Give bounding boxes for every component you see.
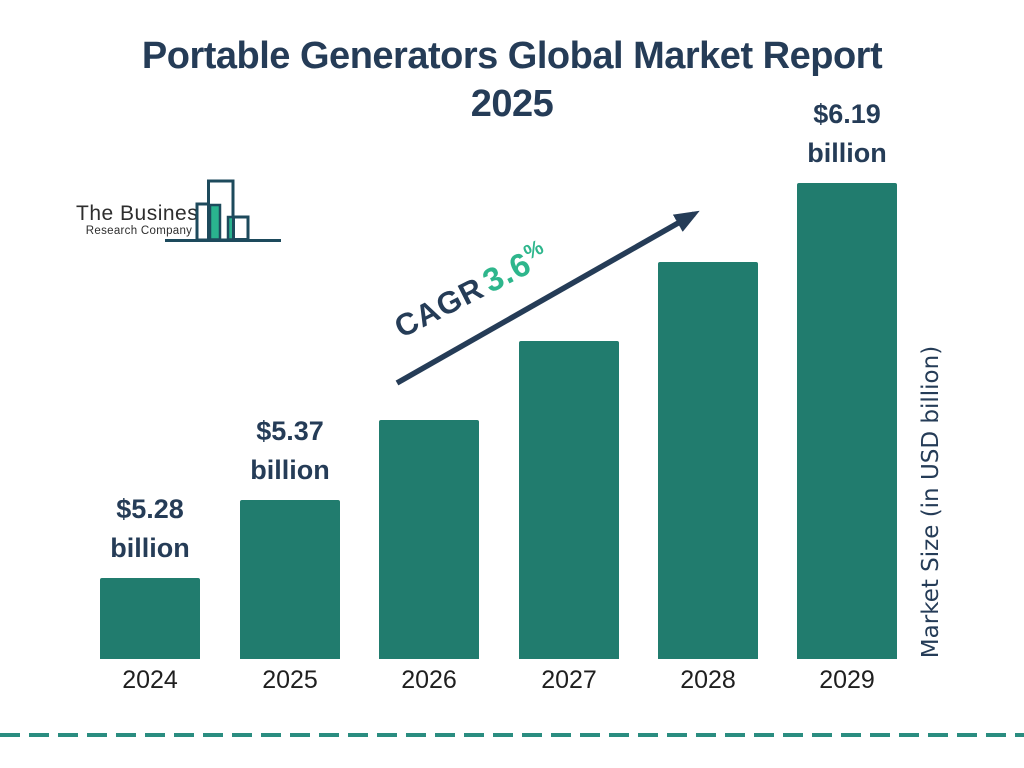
bar-2025 xyxy=(240,500,340,659)
chart-title-line2: 2025 xyxy=(470,83,554,125)
logo-subname-text: Research Company xyxy=(85,225,193,237)
bar-chart-logo-icon xyxy=(165,179,281,242)
value-label-2025: $5.37 billion xyxy=(205,412,375,490)
company-logo: The Business Research Company xyxy=(70,179,285,248)
logo-name-text: The Business xyxy=(76,202,210,225)
x-axis-label-2029: 2029 xyxy=(819,666,875,694)
bar-2027 xyxy=(519,341,619,659)
chart-title: Portable Generators Global Market Report… xyxy=(0,32,1024,128)
y-axis-title: Market Size (in USD billion) xyxy=(918,345,944,659)
x-axis-label-2027: 2027 xyxy=(541,666,597,694)
bar-2026 xyxy=(379,420,479,659)
bar-2024 xyxy=(100,578,200,659)
value-unit: billion xyxy=(110,533,190,563)
value-amount: $5.28 xyxy=(116,494,184,524)
value-amount: $5.37 xyxy=(256,416,324,446)
bar-2029 xyxy=(797,183,897,659)
value-amount: $6.19 xyxy=(813,99,881,129)
bar-2028 xyxy=(658,262,758,659)
x-axis-label-2028: 2028 xyxy=(680,666,736,694)
value-label-2024: $5.28 billion xyxy=(65,490,235,568)
bottom-dashed-divider xyxy=(0,733,1024,737)
x-axis-label-2025: 2025 xyxy=(262,666,318,694)
x-axis-label-2024: 2024 xyxy=(122,666,178,694)
cagr-annotation: CAGR 3.6% xyxy=(388,216,592,345)
x-axis-label-2026: 2026 xyxy=(401,666,457,694)
value-unit: billion xyxy=(807,138,887,168)
value-unit: billion xyxy=(250,455,330,485)
chart-title-line1: Portable Generators Global Market Report xyxy=(141,35,883,77)
cagr-label: CAGR xyxy=(388,270,490,345)
value-label-2029: $6.19 billion xyxy=(762,95,932,173)
